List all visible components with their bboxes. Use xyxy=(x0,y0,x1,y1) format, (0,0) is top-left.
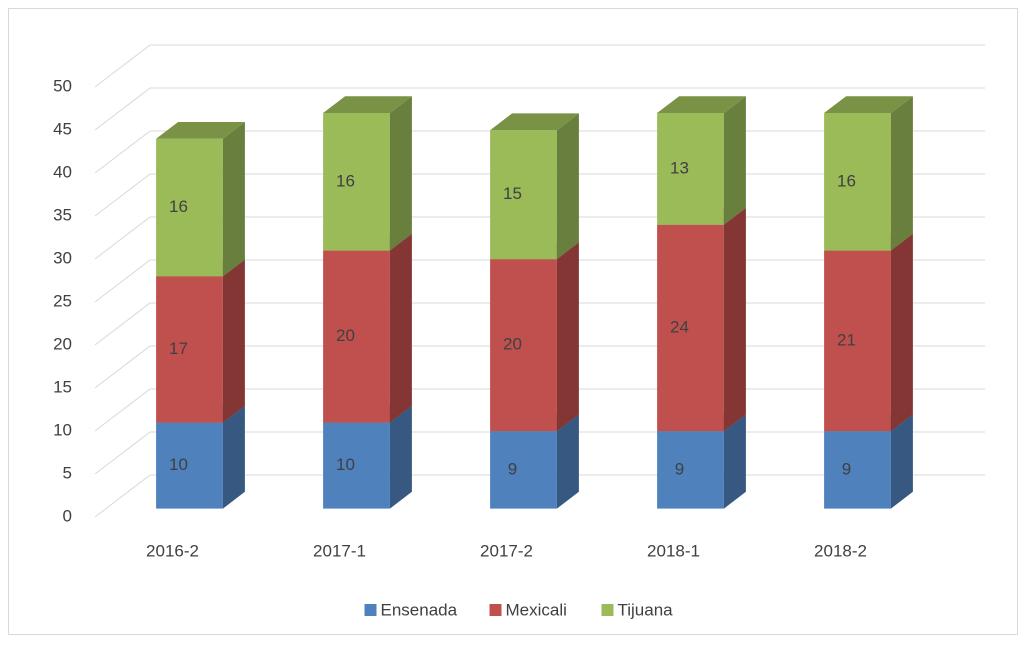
bar xyxy=(824,250,891,432)
bar xyxy=(323,113,390,251)
bar-side xyxy=(723,208,746,432)
bar-top xyxy=(490,113,579,131)
data-label: 20 xyxy=(503,335,522,354)
bar-side xyxy=(556,242,579,432)
data-label: 9 xyxy=(508,459,517,478)
data-label: 24 xyxy=(670,317,689,336)
legend-swatch xyxy=(489,604,502,616)
bar-side xyxy=(890,233,913,432)
bar xyxy=(824,431,891,509)
bar xyxy=(657,113,724,225)
bar-side xyxy=(389,96,412,251)
legend-swatch xyxy=(364,604,377,616)
data-label: 9 xyxy=(675,459,684,478)
x-tick-label: 2018-1 xyxy=(647,541,700,560)
grid-line xyxy=(94,44,985,88)
data-label: 21 xyxy=(837,330,856,349)
legend-label: Tijuana xyxy=(618,600,674,619)
bar-top xyxy=(323,96,412,113)
data-label: 9 xyxy=(842,459,851,478)
bar xyxy=(657,224,724,432)
data-label: 15 xyxy=(503,184,522,203)
bar xyxy=(657,431,724,509)
y-tick-label: 10 xyxy=(53,420,72,439)
data-label: 10 xyxy=(336,455,355,474)
data-label: 16 xyxy=(336,171,355,190)
bar-side xyxy=(890,96,913,251)
bar-side xyxy=(222,259,245,423)
bar-top xyxy=(156,122,245,139)
bar xyxy=(490,130,557,260)
y-tick-label: 40 xyxy=(53,162,72,181)
y-tick-label: 0 xyxy=(63,506,72,525)
bar-side xyxy=(723,96,746,225)
bar xyxy=(156,276,223,423)
y-tick-label: 25 xyxy=(53,291,72,310)
bar-side xyxy=(389,405,412,509)
bar xyxy=(824,113,891,251)
bar-side xyxy=(723,414,746,509)
bar xyxy=(156,422,223,509)
y-tick-label: 30 xyxy=(53,248,72,267)
y-tick-label: 50 xyxy=(53,76,72,95)
x-tick-label: 2018-2 xyxy=(814,541,867,560)
bar-side xyxy=(389,233,412,423)
data-label: 16 xyxy=(169,197,188,216)
x-tick-label: 2017-1 xyxy=(313,541,366,560)
legend-label: Ensenada xyxy=(381,600,458,619)
y-tick-label: 45 xyxy=(53,119,72,138)
bar xyxy=(490,259,557,432)
bar-side xyxy=(222,122,245,277)
data-label: 10 xyxy=(169,455,188,474)
bar-side xyxy=(222,405,245,509)
bar xyxy=(156,138,223,277)
bar-top xyxy=(657,96,746,113)
legend-swatch xyxy=(601,604,614,616)
grid-line xyxy=(94,87,985,131)
data-label: 16 xyxy=(837,171,856,190)
data-label: 20 xyxy=(336,326,355,345)
y-tick-label: 35 xyxy=(53,205,72,224)
data-label: 13 xyxy=(670,158,689,177)
bar xyxy=(490,431,557,509)
x-tick-label: 2016-2 xyxy=(146,541,199,560)
y-tick-label: 20 xyxy=(53,334,72,353)
bar-side xyxy=(556,113,579,260)
bar-side xyxy=(890,414,913,509)
y-tick-label: 5 xyxy=(63,463,72,482)
data-label: 17 xyxy=(169,339,188,358)
x-tick-label: 2017-2 xyxy=(480,541,533,560)
bar xyxy=(323,422,390,509)
bar-side xyxy=(556,414,579,509)
bar-top xyxy=(824,96,913,113)
bar xyxy=(323,250,390,423)
y-tick-label: 15 xyxy=(53,377,72,396)
legend-label: Mexicali xyxy=(506,600,567,619)
